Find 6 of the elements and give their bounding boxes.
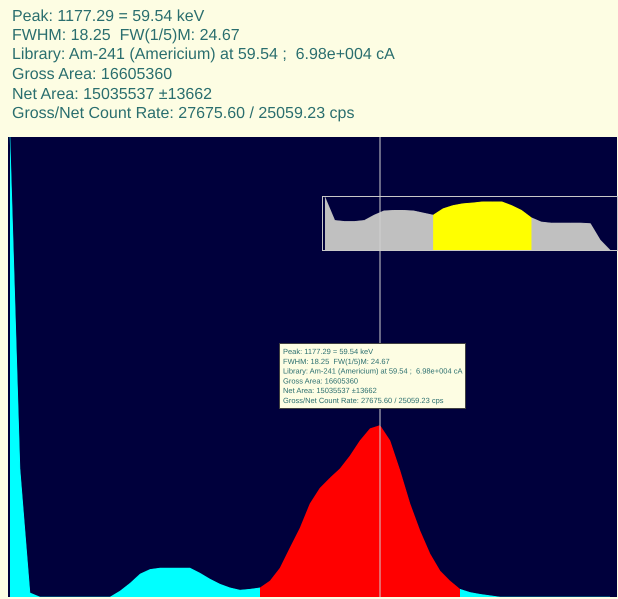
text: Net Area: 15035537 ±13662 <box>12 86 212 103</box>
text: Gross Area: 16605360 <box>12 66 172 83</box>
text: Gross/Net Count Rate: 27675.60 / 25059.23 cps <box>12 105 354 122</box>
text: Peak: 1177.29 = 59.54 keV <box>12 8 205 25</box>
text: FWHM: 18.25 FW(1/5)M: 24.67 <box>12 27 240 44</box>
text: Library: Am-241 (Americium) at 59.54 ; 6.98e+004 cA <box>12 46 396 63</box>
